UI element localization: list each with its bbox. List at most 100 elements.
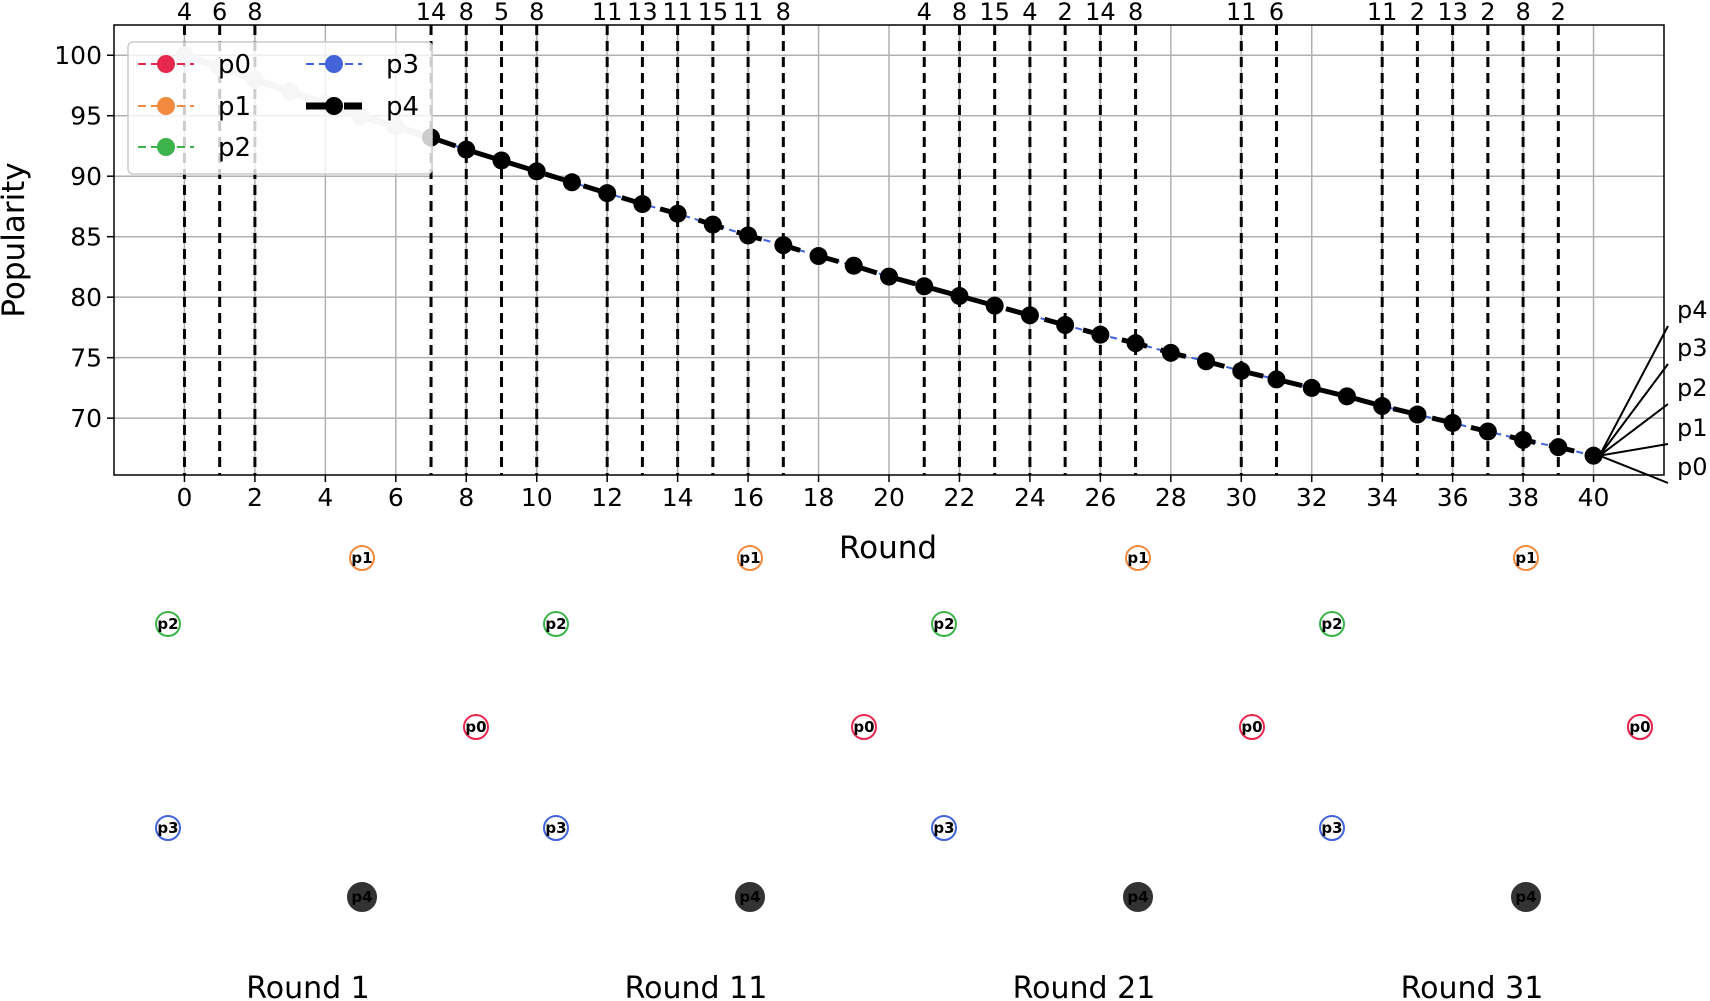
event-count-label: 2 xyxy=(1410,0,1425,26)
end-label: p4 xyxy=(1677,296,1708,324)
network-node-label: p3 xyxy=(545,819,566,837)
x-tick-label: 22 xyxy=(944,483,976,512)
round-label: Round 11 xyxy=(625,971,768,1001)
data-point xyxy=(457,140,476,159)
network-node-label: p4 xyxy=(1127,888,1148,906)
x-tick-label: 0 xyxy=(177,483,193,512)
data-point xyxy=(598,184,617,203)
event-count-label: 6 xyxy=(1269,0,1284,26)
round-label: Round 21 xyxy=(1013,971,1156,1001)
data-point xyxy=(703,215,722,234)
event-count-label: 4 xyxy=(917,0,932,26)
network-node-label: p4 xyxy=(351,888,372,906)
network-node-p3 xyxy=(1319,815,1345,841)
data-point xyxy=(774,236,793,255)
data-point xyxy=(1302,378,1321,397)
data-point xyxy=(1373,397,1392,416)
end-label-arrow xyxy=(1599,443,1669,457)
event-count-label: 8 xyxy=(952,0,967,26)
network-panels: p0 p1 p2 p3 p4 Round 1 p0 p1 p2 p3 p4 Round 11 p0 p1 p… xyxy=(155,545,1653,1001)
event-count-label: 15 xyxy=(698,0,729,26)
data-point xyxy=(1056,316,1075,334)
network-node-label: p2 xyxy=(157,615,178,633)
event-count-label: 11 xyxy=(1367,0,1398,26)
x-tick-label: 12 xyxy=(591,483,623,512)
network-node-p0 xyxy=(463,714,489,740)
end-label-arrow xyxy=(1598,325,1669,457)
event-count-label: 11 xyxy=(733,0,764,26)
data-point xyxy=(1514,430,1533,449)
data-point xyxy=(1267,370,1286,389)
event-count-label: 8 xyxy=(529,0,544,26)
vertical-marker-layer xyxy=(182,25,1560,475)
event-count-label: 14 xyxy=(1085,0,1116,26)
network-node-label: p0 xyxy=(1629,718,1650,736)
network-node-label: p4 xyxy=(1515,888,1536,906)
data-point xyxy=(739,226,758,245)
network-node-p3 xyxy=(543,815,569,841)
end-label: p3 xyxy=(1677,334,1708,362)
network-node-p1 xyxy=(1513,545,1539,571)
event-count-label: 8 xyxy=(776,0,791,26)
network-node-p4 xyxy=(1511,882,1541,912)
network-node-label: p1 xyxy=(1515,549,1536,567)
x-tick-label: 30 xyxy=(1225,483,1257,512)
end-label: p0 xyxy=(1677,453,1708,481)
network-node-p1 xyxy=(737,545,763,571)
data-point xyxy=(1337,387,1356,406)
x-tick-label: 10 xyxy=(521,483,553,512)
end-label-layer: p4 p3 p2 p1 p0 xyxy=(1598,296,1708,484)
event-count-label: 11 xyxy=(592,0,623,26)
data-point xyxy=(809,247,828,266)
network-node-label: p3 xyxy=(157,819,178,837)
legend-marker xyxy=(157,138,175,156)
network-node-p3 xyxy=(931,815,957,841)
legend-label: p3 xyxy=(386,50,419,80)
event-count-label: 2 xyxy=(1057,0,1072,26)
x-axis-title: Round xyxy=(839,530,937,566)
network-node-label: p3 xyxy=(1321,819,1342,837)
event-count-label: 8 xyxy=(1128,0,1143,26)
round-label: Round 1 xyxy=(246,971,370,1001)
data-point xyxy=(1443,413,1462,432)
event-count-label: 5 xyxy=(494,0,509,26)
x-tick-label: 20 xyxy=(873,483,905,512)
data-point xyxy=(633,195,652,214)
data-point xyxy=(668,204,687,223)
data-point xyxy=(950,286,969,305)
data-point xyxy=(1478,422,1497,441)
event-count-label: 8 xyxy=(459,0,474,26)
x-tick-label: 14 xyxy=(662,483,694,512)
network-node-p1 xyxy=(1125,545,1151,571)
x-tick-label: 40 xyxy=(1578,483,1610,512)
y-tick-label: 100 xyxy=(54,41,102,70)
y-tick-label: 80 xyxy=(70,283,102,312)
x-tick-label: 6 xyxy=(388,483,404,512)
x-tick-label: 16 xyxy=(732,483,764,512)
data-point xyxy=(1126,334,1145,353)
event-count-label: 2 xyxy=(1480,0,1495,26)
x-tick-label: 36 xyxy=(1437,483,1469,512)
legend-box xyxy=(127,41,433,175)
data-point xyxy=(915,277,934,296)
network-node-p0 xyxy=(1239,714,1265,740)
network-node-label: p1 xyxy=(1127,549,1148,567)
network-node-label: p2 xyxy=(933,615,954,633)
y-tick-label: 90 xyxy=(70,162,102,191)
data-point xyxy=(527,162,546,181)
x-tick-label: 8 xyxy=(458,483,474,512)
event-count-label: 13 xyxy=(1437,0,1468,26)
event-count-label: 8 xyxy=(247,0,262,26)
data-point xyxy=(1408,405,1427,424)
event-count-label: 15 xyxy=(979,0,1010,26)
network-node-p2 xyxy=(931,611,957,637)
x-tick-label: 24 xyxy=(1014,483,1046,512)
x-tick-label: 32 xyxy=(1296,483,1328,512)
network-node-p4 xyxy=(1123,882,1153,912)
y-tick-label: 85 xyxy=(70,223,102,252)
network-node-label: p4 xyxy=(739,888,760,906)
legend-marker xyxy=(157,55,175,73)
legend-label: p0 xyxy=(218,50,251,80)
event-count-label: 11 xyxy=(662,0,693,26)
